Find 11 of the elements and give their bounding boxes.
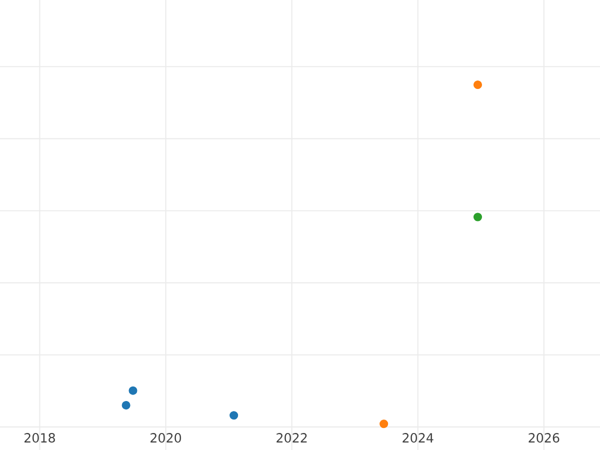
x-tick-label: 2024	[402, 433, 434, 443]
point	[380, 420, 388, 428]
x-tick-label: 2020	[150, 433, 182, 443]
point	[473, 80, 482, 90]
point	[230, 411, 238, 420]
x-tick-label: 2022	[276, 433, 307, 443]
x-tick-label: 2018	[24, 433, 55, 443]
x-tick-label: 2026	[528, 433, 560, 443]
point	[473, 212, 482, 222]
point	[122, 400, 130, 410]
point	[128, 386, 138, 395]
